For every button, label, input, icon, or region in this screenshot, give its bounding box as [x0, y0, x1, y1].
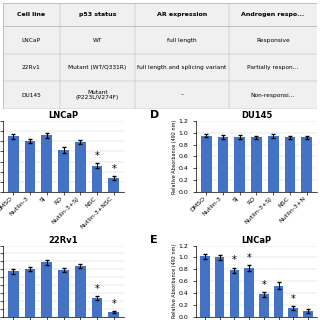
Bar	[201, 136, 212, 192]
Bar	[92, 298, 102, 317]
Text: Mutant
(P223L/V274F): Mutant (P223L/V274F)	[76, 90, 119, 100]
Bar	[251, 137, 262, 192]
FancyBboxPatch shape	[3, 3, 317, 109]
Bar	[215, 257, 225, 317]
Bar	[75, 266, 86, 317]
Text: 22Rv1: 22Rv1	[22, 65, 41, 70]
Text: *: *	[232, 255, 237, 265]
Text: LNCaP: LNCaP	[22, 38, 41, 43]
Text: –: –	[180, 92, 183, 98]
Bar	[8, 136, 19, 192]
Text: full length: full length	[167, 38, 197, 43]
Text: *: *	[111, 299, 116, 309]
Bar	[230, 270, 239, 317]
Text: Mutant (WT/Q331R): Mutant (WT/Q331R)	[68, 65, 126, 70]
Text: DU145: DU145	[21, 92, 41, 98]
Bar	[268, 136, 279, 192]
Bar	[274, 286, 283, 317]
Text: *: *	[95, 151, 100, 161]
Bar	[108, 178, 119, 192]
Bar	[234, 137, 245, 192]
Text: Responsive: Responsive	[256, 38, 290, 43]
Bar	[200, 256, 210, 317]
Text: WT: WT	[93, 38, 102, 43]
Text: *: *	[261, 280, 266, 290]
Text: Cell line: Cell line	[17, 12, 45, 17]
Bar	[284, 137, 295, 192]
Text: D: D	[150, 110, 160, 120]
Text: *: *	[291, 294, 296, 304]
Text: *: *	[111, 164, 116, 174]
Bar	[25, 141, 36, 192]
Text: Partially respon...: Partially respon...	[247, 65, 299, 70]
Title: LNCaP: LNCaP	[48, 111, 79, 120]
Bar	[301, 137, 312, 192]
Bar	[75, 142, 86, 192]
Bar	[303, 311, 313, 317]
Bar	[259, 294, 268, 317]
Bar	[244, 268, 254, 317]
Text: p53 status: p53 status	[79, 12, 116, 17]
Bar	[289, 308, 298, 317]
Bar	[92, 166, 102, 192]
Title: 22Rv1: 22Rv1	[49, 236, 78, 245]
Bar	[8, 271, 19, 317]
Y-axis label: Relative Absorbance (492 nm): Relative Absorbance (492 nm)	[172, 119, 177, 194]
Bar	[58, 270, 69, 317]
Text: E: E	[150, 235, 158, 245]
Text: *: *	[95, 284, 100, 294]
Text: Androgen respo...: Androgen respo...	[241, 12, 305, 17]
Text: full length and splicing variant: full length and splicing variant	[137, 65, 227, 70]
Y-axis label: Relative Absorbance (492 nm): Relative Absorbance (492 nm)	[172, 244, 177, 318]
Title: DU145: DU145	[241, 111, 272, 120]
Text: Non-responsi...: Non-responsi...	[251, 92, 295, 98]
Text: *: *	[247, 253, 252, 263]
Bar	[41, 262, 52, 317]
Bar	[218, 137, 228, 192]
Bar	[108, 312, 119, 317]
Bar	[41, 135, 52, 192]
Title: LNCaP: LNCaP	[241, 236, 272, 245]
Bar	[25, 269, 36, 317]
Bar	[58, 150, 69, 192]
Text: AR expression: AR expression	[157, 12, 207, 17]
